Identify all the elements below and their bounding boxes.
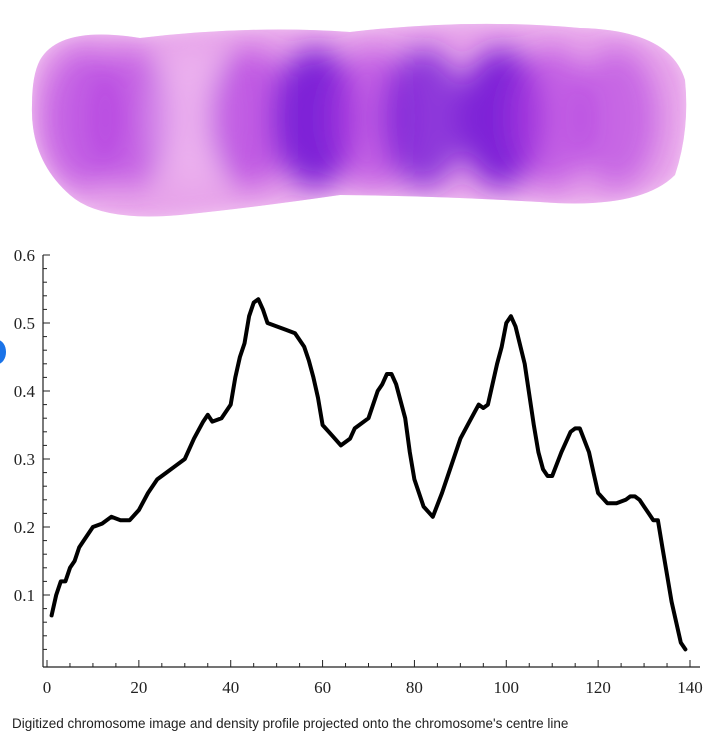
chromosome-band xyxy=(273,48,358,188)
x-tick-label: 100 xyxy=(494,678,520,697)
y-tick-label: 0.1 xyxy=(14,586,35,605)
y-tick-label: 0.4 xyxy=(14,382,36,401)
chromosome-band xyxy=(209,48,294,188)
chromosome-band xyxy=(382,48,466,188)
figure-caption: Digitized chromosome image and density p… xyxy=(12,716,569,731)
scroll-indicator[interactable] xyxy=(0,340,6,364)
y-tick-label: 0.3 xyxy=(14,450,35,469)
x-tick-label: 20 xyxy=(130,678,147,697)
density-profile-chart: 0.1 0.2 0.3 0.4 0.5 0.6 0 20 40 60 80 100 120 140 xyxy=(0,235,717,705)
chromosome-image xyxy=(20,10,710,230)
chromosome-band xyxy=(87,48,172,188)
chart-svg: 0.1 0.2 0.3 0.4 0.5 0.6 0 20 40 60 80 100 120 140 xyxy=(14,246,703,697)
x-tick-label: 80 xyxy=(406,678,423,697)
x-tick-label: 0 xyxy=(43,678,52,697)
y-tick-label: 0.5 xyxy=(14,314,35,333)
y-tick-label: 0.6 xyxy=(14,246,35,265)
chromosome-band xyxy=(510,48,594,188)
chromosome-band xyxy=(151,48,236,188)
x-tick-label: 40 xyxy=(222,678,239,697)
density-profile-line xyxy=(49,297,688,652)
chromosome-body xyxy=(31,23,687,217)
y-tick-label: 0.2 xyxy=(14,518,35,537)
chromosome-svg xyxy=(31,23,687,217)
x-tick-label: 120 xyxy=(585,678,611,697)
chromosome-band xyxy=(574,48,658,188)
x-tick-label: 60 xyxy=(314,678,331,697)
x-tick-label: 140 xyxy=(677,678,703,697)
